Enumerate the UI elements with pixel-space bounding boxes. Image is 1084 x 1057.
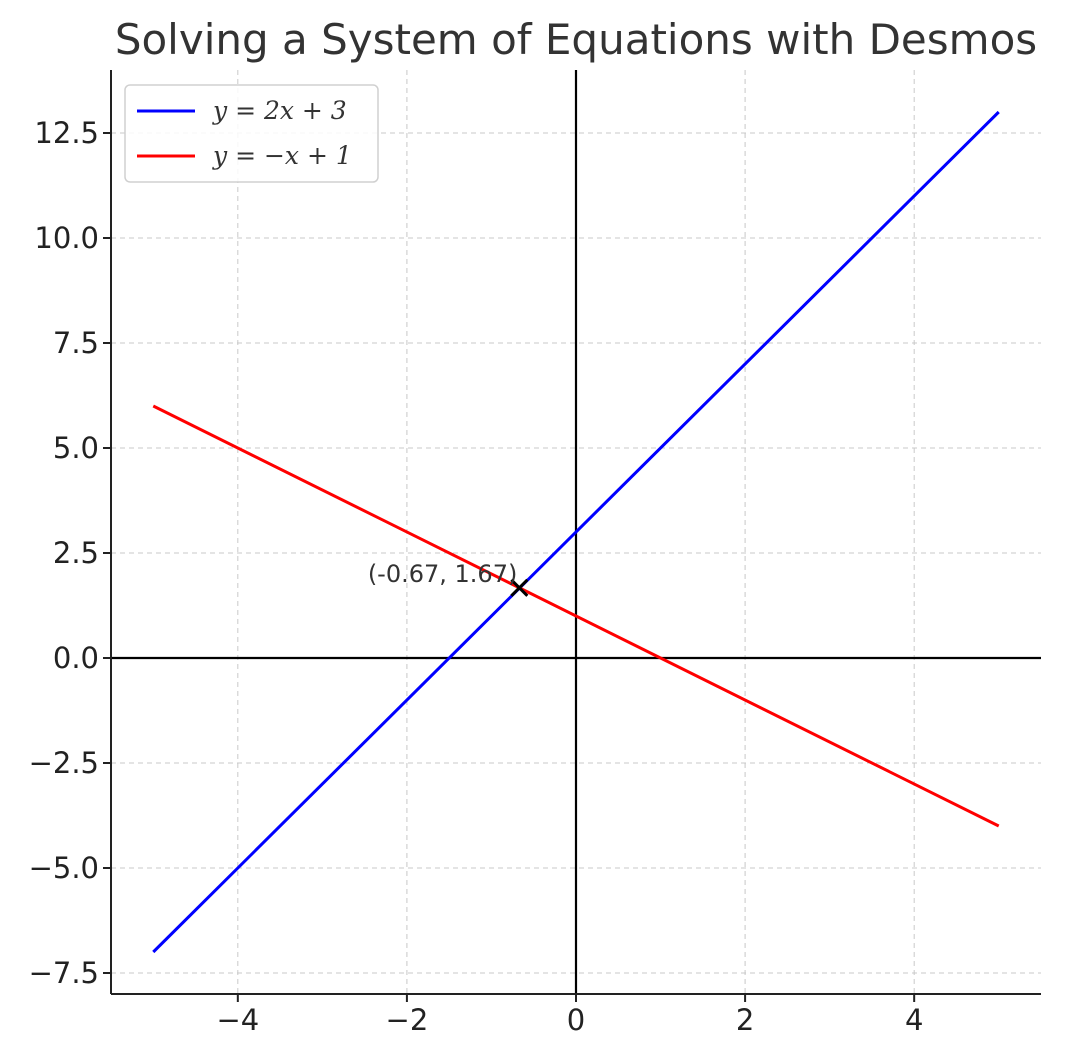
y-tick-label: −7.5 — [29, 956, 99, 990]
legend-label-1: y = 2x + 3 — [212, 96, 347, 125]
series-layer — [152, 110, 1000, 954]
chart-title: Solving a System of Equations with Desmo… — [115, 15, 1037, 64]
axes: −4 −2 0 2 4 −7.5 −5.0 −2.5 0.0 2.5 5.0 7.5 10.0 12.5 — [29, 70, 1041, 1037]
y-tick-label: −5.0 — [29, 851, 99, 885]
legend-label-2: y = −x + 1 — [212, 141, 352, 170]
x-tick-label: −2 — [386, 1003, 429, 1037]
legend-box — [124, 84, 379, 183]
x-tick-label: 4 — [905, 1003, 923, 1037]
y-tick-label: 10.0 — [34, 221, 99, 255]
intersection-marker — [510, 578, 529, 597]
y-tick-label: 2.5 — [53, 536, 99, 570]
y-tick-label: 7.5 — [53, 326, 99, 360]
intersection-label: (-0.67, 1.67) — [368, 560, 518, 588]
intersection-layer: (-0.67, 1.67) — [368, 560, 529, 597]
series-line-1 — [152, 110, 1000, 954]
y-tick-label: 12.5 — [34, 116, 99, 150]
legend: y = 2x + 3 y = −x + 1 — [124, 84, 379, 183]
y-tick-label: −2.5 — [29, 746, 99, 780]
x-tick-label: 2 — [736, 1003, 754, 1037]
series-line-2 — [152, 404, 1000, 828]
y-tick-label: 5.0 — [53, 431, 99, 465]
x-tick-label: −4 — [216, 1003, 259, 1037]
y-tick-label: 0.0 — [53, 641, 99, 675]
x-tick-label: 0 — [567, 1003, 585, 1037]
